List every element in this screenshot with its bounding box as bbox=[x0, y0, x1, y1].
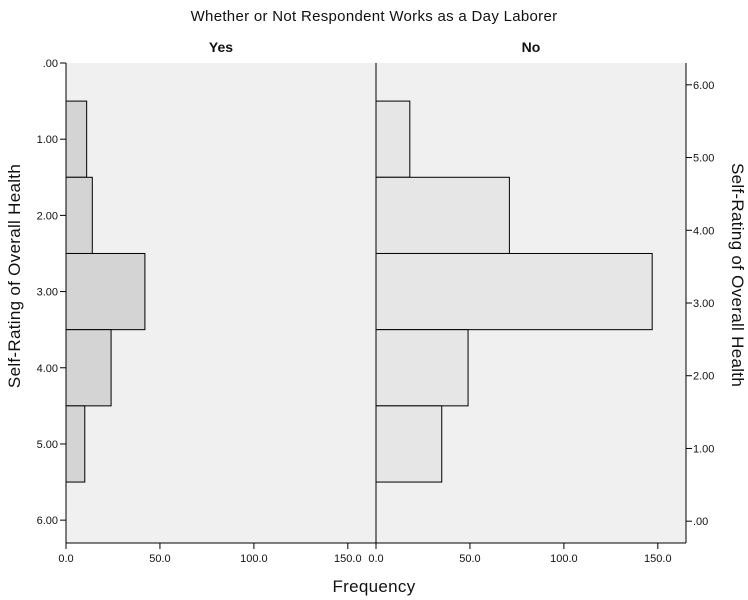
x-tick-label: 100.0 bbox=[240, 553, 268, 565]
bar-yes-2 bbox=[65, 176, 93, 254]
panel-label-yes: Yes bbox=[209, 39, 233, 55]
x-tick-label: 0.0 bbox=[368, 553, 383, 565]
bar-yes-1 bbox=[65, 100, 88, 178]
bar-no-4 bbox=[375, 329, 469, 407]
y-tick-label-right: 3.00 bbox=[693, 298, 714, 310]
y-tick-label-left: 5.00 bbox=[37, 439, 58, 451]
y-tick-label-left: 4.00 bbox=[37, 363, 58, 375]
x-tick-label: 150.0 bbox=[334, 553, 362, 565]
y-tick-label-right: 6.00 bbox=[693, 80, 714, 92]
bars-group bbox=[65, 100, 653, 483]
ticks-group: .00 1.00 2.00 3.00 4.00 5.00 6.00 6.00 5.00 4.00 3… bbox=[37, 58, 715, 565]
bar-no-1 bbox=[375, 100, 411, 178]
y-tick-label-right: 5.00 bbox=[693, 153, 714, 165]
x-tick-label: 100.0 bbox=[550, 553, 578, 565]
bar-yes-5 bbox=[65, 405, 86, 483]
x-tick-label: 150.0 bbox=[644, 553, 672, 565]
x-axis-label: Frequency bbox=[332, 577, 415, 596]
bar-no-5 bbox=[375, 405, 443, 483]
y-tick-label-left: 2.00 bbox=[37, 210, 58, 222]
x-tick-label: 50.0 bbox=[149, 553, 170, 565]
y-tick-label-right: 1.00 bbox=[693, 443, 714, 455]
y-tick-label-right: 4.00 bbox=[693, 225, 714, 237]
y-axis-label-left: Self-Rating of Overall Health bbox=[5, 164, 24, 388]
x-tick-label: 50.0 bbox=[459, 553, 480, 565]
y-tick-label-right: .00 bbox=[693, 516, 708, 528]
chart-title: Whether or Not Respondent Works as a Day… bbox=[191, 8, 558, 25]
bar-no-2 bbox=[375, 176, 510, 254]
y-axis-label-right: Self-Rating of Overall Health bbox=[728, 163, 747, 387]
bar-yes-4 bbox=[65, 329, 112, 407]
panel-label-no: No bbox=[522, 39, 541, 55]
y-tick-label-left: .00 bbox=[43, 58, 58, 70]
y-tick-label-left: 6.00 bbox=[37, 515, 58, 527]
bar-no-3 bbox=[375, 252, 653, 331]
y-tick-label-left: 3.00 bbox=[37, 287, 58, 299]
y-tick-label-left: 1.00 bbox=[37, 134, 58, 146]
x-tick-label: 0.0 bbox=[58, 553, 73, 565]
bar-yes-3 bbox=[65, 252, 146, 331]
y-tick-label-right: 2.00 bbox=[693, 371, 714, 383]
